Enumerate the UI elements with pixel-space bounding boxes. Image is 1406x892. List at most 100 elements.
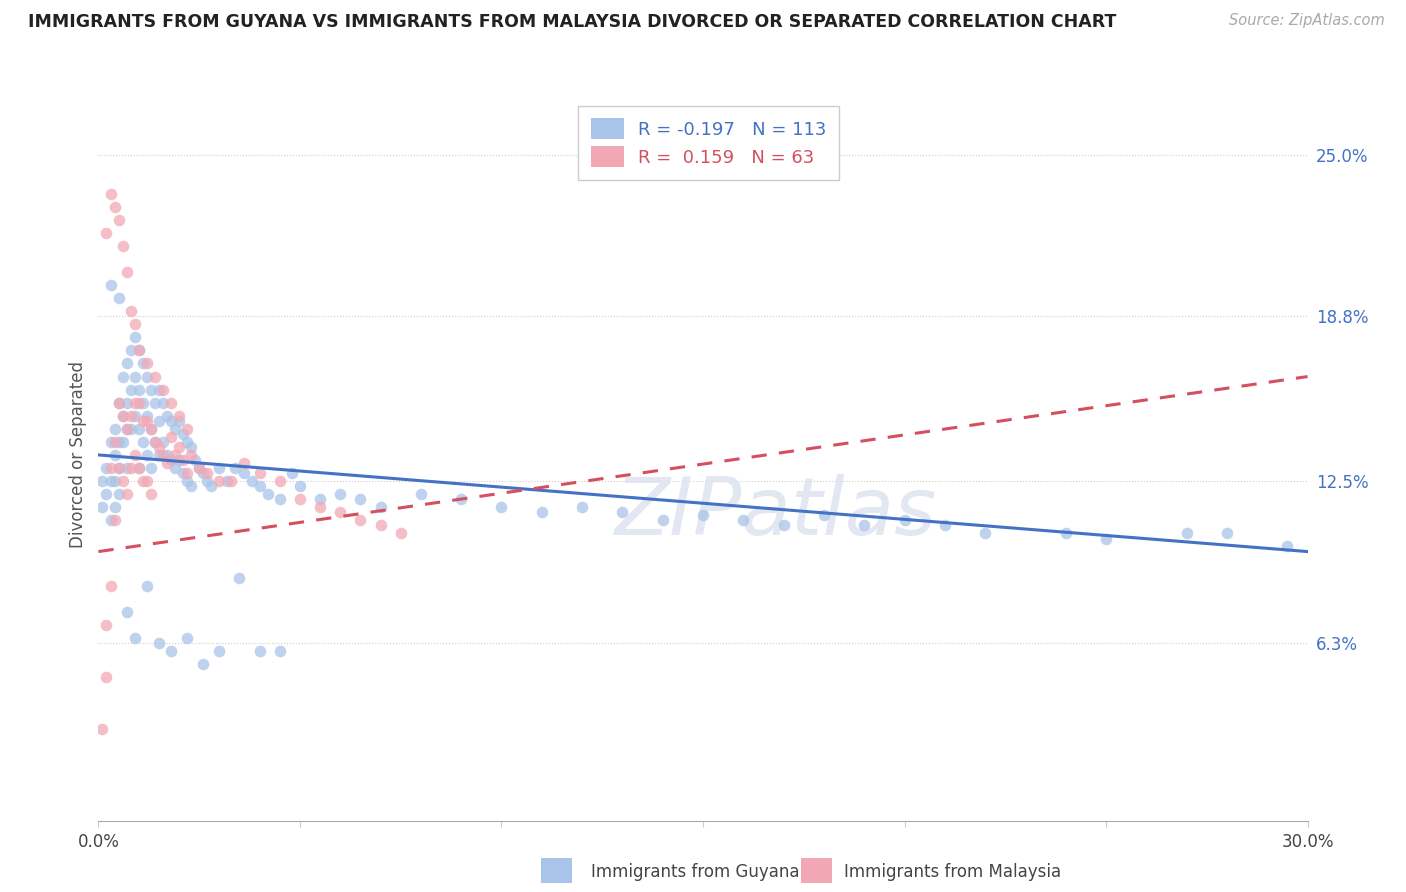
Point <box>409 487 432 501</box>
Point <box>115 395 138 409</box>
Point <box>152 383 174 397</box>
Point <box>111 434 134 449</box>
Point <box>91 500 114 515</box>
Point <box>1175 526 1198 541</box>
Point <box>128 422 150 436</box>
Point <box>160 395 183 409</box>
Point <box>96 461 118 475</box>
Point <box>107 487 129 501</box>
Point <box>120 409 142 423</box>
Point <box>571 500 593 515</box>
Point <box>160 430 183 444</box>
Point <box>115 357 138 371</box>
Point <box>107 461 129 475</box>
Point <box>135 448 157 462</box>
Point <box>172 427 194 442</box>
Point <box>349 492 371 507</box>
Point <box>309 500 332 515</box>
Point <box>195 474 218 488</box>
Point <box>132 395 155 409</box>
Point <box>107 395 129 409</box>
Point <box>200 479 222 493</box>
Point <box>167 409 190 423</box>
Point <box>135 369 157 384</box>
Point <box>100 461 122 475</box>
Point <box>103 200 125 214</box>
Point <box>152 448 174 462</box>
Point <box>91 474 114 488</box>
Point <box>111 409 134 423</box>
Point <box>139 422 162 436</box>
Point <box>934 518 956 533</box>
Point <box>148 414 170 428</box>
Point <box>974 526 997 541</box>
Point <box>115 487 138 501</box>
Point <box>143 434 166 449</box>
Point <box>176 467 198 481</box>
Point <box>120 343 142 358</box>
Point <box>188 461 211 475</box>
Point <box>107 461 129 475</box>
Point <box>232 467 254 481</box>
Point <box>853 518 876 533</box>
Point <box>135 409 157 423</box>
Point <box>309 492 332 507</box>
Point <box>100 578 122 592</box>
Point <box>176 631 198 645</box>
Point <box>156 456 179 470</box>
Point <box>491 500 513 515</box>
Point <box>115 422 138 436</box>
Legend: R = -0.197   N = 113, R =  0.159   N = 63: R = -0.197 N = 113, R = 0.159 N = 63 <box>578 105 839 180</box>
Point <box>107 212 129 227</box>
Point <box>228 571 250 585</box>
Point <box>103 500 125 515</box>
Point <box>148 448 170 462</box>
Point <box>240 474 263 488</box>
Point <box>370 500 392 515</box>
Point <box>813 508 835 522</box>
Point <box>249 644 271 658</box>
Point <box>128 395 150 409</box>
Point <box>143 434 166 449</box>
Point <box>152 434 174 449</box>
Point <box>184 453 207 467</box>
Point <box>132 474 155 488</box>
Point <box>96 617 118 632</box>
Point <box>111 369 134 384</box>
Point <box>139 422 162 436</box>
Point <box>172 453 194 467</box>
Point <box>103 474 125 488</box>
Point <box>156 409 179 423</box>
Point <box>772 518 794 533</box>
Point <box>103 513 125 527</box>
Point <box>195 467 218 481</box>
Point <box>329 487 352 501</box>
Point <box>128 461 150 475</box>
Text: ZIPatlas: ZIPatlas <box>614 475 936 552</box>
Point <box>128 461 150 475</box>
Point <box>156 448 179 462</box>
Point <box>160 644 183 658</box>
Point <box>96 226 118 240</box>
Point <box>612 505 634 519</box>
Point <box>167 453 190 467</box>
Point <box>1216 526 1239 541</box>
Point <box>217 474 239 488</box>
Point <box>269 492 291 507</box>
Point <box>135 357 157 371</box>
Y-axis label: Divorced or Separated: Divorced or Separated <box>69 361 87 549</box>
Point <box>120 422 142 436</box>
Point <box>107 434 129 449</box>
Point <box>107 291 129 305</box>
Point <box>128 383 150 397</box>
Point <box>132 414 155 428</box>
Point <box>148 440 170 454</box>
Point <box>893 513 915 527</box>
Point <box>124 369 146 384</box>
Point <box>103 434 125 449</box>
Point <box>120 383 142 397</box>
Point <box>103 422 125 436</box>
Point <box>208 474 231 488</box>
Point <box>221 474 243 488</box>
Point <box>269 474 291 488</box>
